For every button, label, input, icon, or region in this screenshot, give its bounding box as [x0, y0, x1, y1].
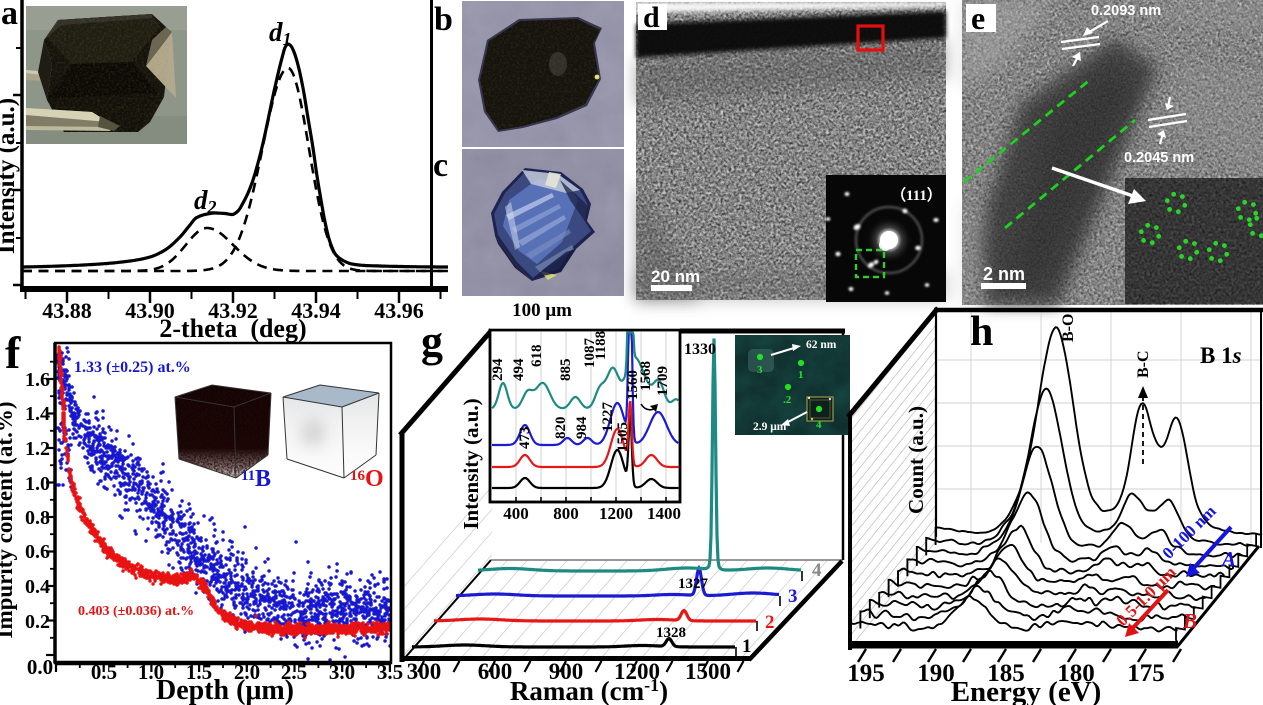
- svg-text:494: 494: [511, 358, 527, 381]
- svg-text:b: b: [434, 1, 453, 38]
- svg-text:2: 2: [765, 612, 775, 633]
- svg-text:16: 16: [350, 468, 366, 484]
- svg-text:2-theta (deg): 2-theta (deg): [159, 314, 306, 343]
- svg-text:195: 195: [847, 660, 885, 687]
- svg-text:11: 11: [241, 468, 255, 484]
- svg-text:B-C: B-C: [1135, 350, 1152, 378]
- svg-text:820: 820: [553, 417, 569, 440]
- svg-text:3: 3: [757, 364, 763, 376]
- svg-text:885: 885: [558, 359, 574, 382]
- svg-text:1200: 1200: [614, 659, 660, 684]
- svg-text:100 μm: 100 μm: [512, 300, 572, 321]
- svg-text:62 nm: 62 nm: [806, 339, 837, 351]
- svg-text:900: 900: [549, 659, 584, 684]
- svg-text:1505: 1505: [615, 422, 631, 452]
- svg-text:e: e: [971, 0, 985, 36]
- svg-text:1328: 1328: [656, 625, 686, 641]
- svg-text:B: B: [255, 466, 271, 492]
- svg-text:A: A: [1220, 547, 1236, 571]
- svg-text:300: 300: [407, 659, 442, 684]
- svg-text:2.9 μm: 2.9 μm: [753, 421, 787, 433]
- svg-text:2.0: 2.0: [234, 660, 260, 684]
- svg-text:O: O: [365, 466, 384, 492]
- svg-text:1227: 1227: [600, 402, 616, 433]
- svg-text:0.2045 nm: 0.2045 nm: [1124, 150, 1194, 166]
- svg-text:B 1s: B 1s: [1200, 343, 1242, 368]
- svg-text:0.6: 0.6: [25, 541, 50, 563]
- svg-text:Count (a.u.): Count (a.u.): [904, 406, 928, 514]
- svg-text:473: 473: [517, 427, 533, 450]
- svg-text:3.0: 3.0: [329, 660, 355, 684]
- svg-text:3.5: 3.5: [377, 660, 403, 684]
- svg-text:f: f: [5, 327, 21, 378]
- svg-text:0.8: 0.8: [25, 507, 50, 529]
- svg-text:0.4: 0.4: [25, 576, 50, 598]
- svg-text:984: 984: [574, 416, 590, 439]
- svg-text:1.2: 1.2: [25, 438, 50, 460]
- svg-text:175: 175: [1127, 660, 1165, 687]
- svg-text:618: 618: [529, 345, 545, 368]
- svg-text:Impurity content (at.%): Impurity content (at.%): [0, 402, 17, 639]
- svg-text:Depth (μm): Depth (μm): [156, 675, 294, 705]
- svg-text:B-O: B-O: [1060, 314, 1077, 342]
- svg-text:1.33 (±0.25) at.%: 1.33 (±0.25) at.%: [74, 359, 191, 376]
- svg-text:800: 800: [553, 504, 579, 523]
- svg-text:h: h: [970, 309, 993, 355]
- svg-text:2 nm: 2 nm: [983, 264, 1025, 284]
- svg-text:.2: .2: [783, 394, 792, 406]
- svg-text:0.403 (±0.036) at.%: 0.403 (±0.036) at.%: [78, 604, 194, 619]
- svg-text:1.4: 1.4: [25, 403, 50, 425]
- svg-text:43.90: 43.90: [125, 298, 175, 323]
- svg-text:1709: 1709: [655, 366, 671, 396]
- svg-text:Energy (eV): Energy (eV): [951, 676, 1102, 705]
- svg-text:190: 190: [917, 660, 955, 687]
- svg-text:1.0: 1.0: [138, 660, 164, 684]
- svg-text:20 nm: 20 nm: [651, 267, 700, 286]
- svg-text:a: a: [1, 0, 18, 32]
- svg-text:1.0: 1.0: [25, 473, 50, 495]
- svg-text:d: d: [643, 1, 660, 34]
- svg-text:43.96: 43.96: [374, 298, 424, 323]
- svg-text:1188: 1188: [593, 331, 609, 360]
- svg-text:43.94: 43.94: [291, 298, 341, 323]
- svg-text:0.2093 nm: 0.2093 nm: [1091, 3, 1161, 19]
- svg-text:400: 400: [503, 504, 529, 523]
- svg-text:Intensity (a.u.): Intensity (a.u.): [0, 98, 20, 254]
- svg-text:1568: 1568: [638, 361, 654, 391]
- svg-text:B: B: [1182, 609, 1197, 633]
- svg-text:2.5: 2.5: [281, 660, 307, 684]
- svg-text:180: 180: [1057, 660, 1095, 687]
- svg-text:3: 3: [788, 586, 798, 607]
- svg-text:c: c: [433, 147, 448, 184]
- svg-text:4: 4: [816, 419, 822, 431]
- svg-text:1.5: 1.5: [186, 660, 212, 684]
- svg-text:1: 1: [798, 369, 804, 381]
- svg-text:Intensity (a.u.): Intensity (a.u.): [459, 398, 483, 529]
- svg-text:1560: 1560: [625, 370, 641, 400]
- svg-text:4: 4: [812, 560, 822, 581]
- svg-text:0.5: 0.5: [91, 660, 117, 684]
- svg-text:43.92: 43.92: [208, 298, 258, 323]
- svg-text:0.2: 0.2: [25, 611, 50, 633]
- svg-text:0.0: 0.0: [27, 655, 53, 679]
- svg-text:Raman (cm-1): Raman (cm-1): [510, 675, 668, 705]
- svg-text:1330: 1330: [684, 341, 716, 358]
- svg-text:g: g: [421, 317, 443, 366]
- svg-text:294: 294: [490, 358, 506, 381]
- svg-text:1327: 1327: [678, 576, 709, 592]
- svg-text:d1: d1: [269, 17, 292, 49]
- svg-text:185: 185: [987, 660, 1025, 687]
- svg-text:1500: 1500: [685, 659, 731, 684]
- svg-text:1200: 1200: [599, 504, 633, 523]
- svg-text:1400: 1400: [647, 504, 681, 523]
- svg-text:1087: 1087: [582, 338, 598, 369]
- svg-text:600: 600: [478, 659, 513, 684]
- svg-text:0.5-1.0 μm: 0.5-1.0 μm: [1112, 562, 1179, 629]
- svg-text:（111）: （111）: [891, 186, 942, 204]
- svg-text:43.88: 43.88: [42, 298, 92, 323]
- svg-text:1: 1: [742, 636, 752, 657]
- svg-text:d2: d2: [194, 185, 217, 217]
- svg-text:1.6: 1.6: [25, 369, 50, 391]
